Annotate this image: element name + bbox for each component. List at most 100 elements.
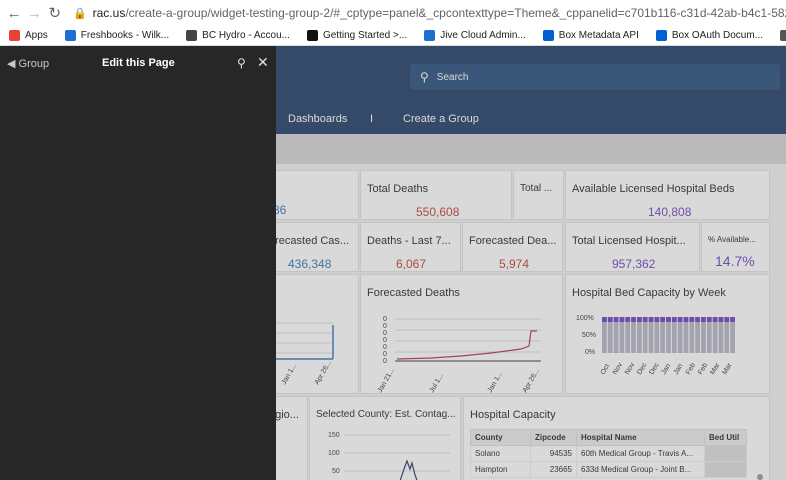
col-zipcode[interactable]: Zipcode	[530, 429, 577, 446]
selected-county-title: Selected County: Est. Contag...	[316, 409, 456, 420]
widget-selected-county: Selected County: Est. Contag... 150 100 …	[309, 396, 461, 480]
bookmark-item[interactable]: MPHISE	[780, 30, 786, 41]
hospital-capacity-table: County Zipcode Hospital Name Bed Util So…	[470, 429, 747, 478]
cell-bed-util	[704, 461, 747, 478]
table-row[interactable]: Solano 94535 60th Medical Group - Travis…	[470, 445, 747, 462]
bookmark-item[interactable]: BC Hydro - Accou...	[186, 30, 290, 41]
left-chart-svg: Jan 1... Apr 26...	[263, 322, 334, 386]
bed-bar-cap	[730, 317, 735, 322]
widget-left-chart: Jan 1... Apr 26...	[262, 274, 359, 394]
nav-separator: I	[370, 113, 374, 125]
bookmark-item[interactable]: Apps	[9, 30, 48, 41]
bed-capacity-chart-title: Hospital Bed Capacity by Week	[572, 287, 726, 299]
browser-toolbar: ← → ↻ 🔒 rac.us/create-a-group/widget-tes…	[0, 0, 786, 26]
bed-bar	[660, 317, 666, 353]
bed-bar-cap	[607, 317, 613, 322]
search-placeholder: Search	[436, 71, 469, 83]
bookmark-item[interactable]: Box OAuth Docum...	[655, 30, 764, 41]
close-icon[interactable]: ✕	[257, 54, 269, 70]
url-host: rac.us	[92, 6, 126, 20]
cell-bed-util	[704, 445, 747, 462]
bed-bar	[619, 317, 625, 353]
table-header-row: County Zipcode Hospital Name Bed Util	[470, 429, 747, 446]
bookmark-item[interactable]: Freshbooks - Wilk...	[64, 30, 170, 41]
cell-zipcode: 23665	[530, 461, 577, 478]
county-y-tick: 100	[328, 450, 340, 457]
search-box[interactable]: ⚲ Search	[410, 64, 780, 90]
col-county[interactable]: County	[470, 429, 531, 446]
forecasted-dea-title: Forecasted Dea...	[469, 235, 557, 247]
bookmark-label: Box OAuth Docum...	[671, 30, 764, 41]
forecasted-deaths-svg: 0 0 0 0 0 0 0 Jan 21... Jul 1... Jan 1..…	[377, 316, 541, 393]
bed-bar	[648, 317, 654, 353]
address-bar[interactable]: rac.us/create-a-group/widget-testing-gro…	[93, 6, 786, 20]
back-to-group-link[interactable]: ◀ Group	[7, 58, 50, 70]
y-axis-zeros: 0 0 0 0 0 0 0	[383, 316, 387, 365]
reload-icon[interactable]: ↻	[48, 5, 62, 22]
widget-forecasted-deaths-chart: Forecasted Deaths 0 0 0 0 0 0 0 Jan 21..…	[360, 274, 563, 394]
bed-bar-cap	[712, 317, 718, 322]
bookmark-label: Freshbooks - Wilk...	[80, 30, 170, 41]
widget-deaths-last-7: Deaths - Last 7... 6,067	[360, 222, 461, 272]
col-bed-util[interactable]: Bed Util	[704, 429, 747, 446]
back-arrow-icon[interactable]: ←	[6, 4, 22, 22]
bed-bar	[625, 317, 631, 353]
y-tick: 0	[383, 344, 387, 351]
forecasted-cases-value: 436,348	[288, 257, 332, 271]
jive-icon	[424, 30, 436, 41]
nav-dashboards[interactable]: Dashboards	[288, 113, 348, 125]
bookmark-item[interactable]: Jive Cloud Admin...	[424, 30, 526, 41]
bed-bar-cap	[695, 317, 701, 322]
bed-bar-cap	[689, 317, 695, 322]
bookmark-item[interactable]: Box Metadata API	[542, 30, 639, 41]
bed-bar-cap	[636, 317, 642, 322]
bookmark-label: Getting Started >...	[322, 30, 408, 41]
widget-available-beds: Available Licensed Hospital Beds 140,808	[565, 170, 770, 220]
bed-bar	[683, 317, 689, 353]
bed-bar	[701, 317, 706, 353]
y-tick: 0	[383, 337, 387, 344]
total-deaths-title: Total Deaths	[367, 183, 429, 195]
forecasted-deaths-chart-title: Forecasted Deaths	[367, 287, 460, 299]
bed-bar-cap	[648, 317, 654, 322]
lock-icon[interactable]: 🔒	[72, 7, 87, 20]
nav-create-group[interactable]: Create a Group	[403, 113, 479, 125]
deaths-last-7-value: 6,067	[396, 257, 427, 271]
y-tick: 0	[383, 358, 387, 365]
mphise-icon	[780, 30, 786, 41]
bed-bar-cap	[706, 317, 712, 322]
bed-bar	[718, 317, 724, 353]
bed-bar	[636, 317, 642, 353]
col-hospital-name[interactable]: Hospital Name	[576, 429, 705, 446]
y-tick: 0	[383, 351, 387, 358]
deaths-series-line	[396, 330, 537, 360]
bed-bar	[677, 317, 683, 353]
bookmark-label: Jive Cloud Admin...	[440, 30, 526, 41]
bed-bar	[607, 317, 613, 353]
search-icon[interactable]: ⚲	[237, 56, 246, 70]
bed-x-tick: Oct	[600, 363, 612, 376]
bookmark-label: Apps	[25, 30, 48, 41]
bed-x-tick: Jan	[673, 363, 685, 376]
forecasted-dea-value: 5,974	[499, 257, 530, 271]
y-tick: 0	[383, 323, 387, 330]
total-title: Total ...	[520, 183, 553, 194]
apps-grid-icon	[9, 30, 20, 41]
bed-bar	[706, 317, 712, 353]
scroll-indicator[interactable]	[757, 474, 763, 480]
table-row[interactable]: Hampton 23665 633d Medical Group - Joint…	[470, 461, 747, 478]
bookmark-item[interactable]: Getting Started >...	[306, 30, 408, 41]
forward-arrow-icon[interactable]: →	[26, 4, 42, 22]
county-chart-svg: 150 100 50	[328, 432, 450, 480]
county-y-tick: 150	[328, 432, 340, 439]
bed-bar	[666, 317, 671, 353]
bed-bar-cap	[718, 317, 724, 322]
bed-y-tick: 50%	[582, 332, 596, 339]
pct-available-value: 14.7%	[715, 253, 755, 269]
bed-capacity-svg: 100% 50% 0% Oct Nov Nov Dec Dec Jan Jan Feb Feb M…	[576, 315, 735, 376]
edit-page-panel: ◀ Group Edit this Page ⚲ ✕	[0, 46, 276, 480]
widget-total-deaths: Total Deaths 550,608	[360, 170, 512, 220]
panel-title: Edit this Page	[102, 57, 175, 69]
bed-bar-cap	[701, 317, 706, 322]
bed-bar	[695, 317, 701, 353]
